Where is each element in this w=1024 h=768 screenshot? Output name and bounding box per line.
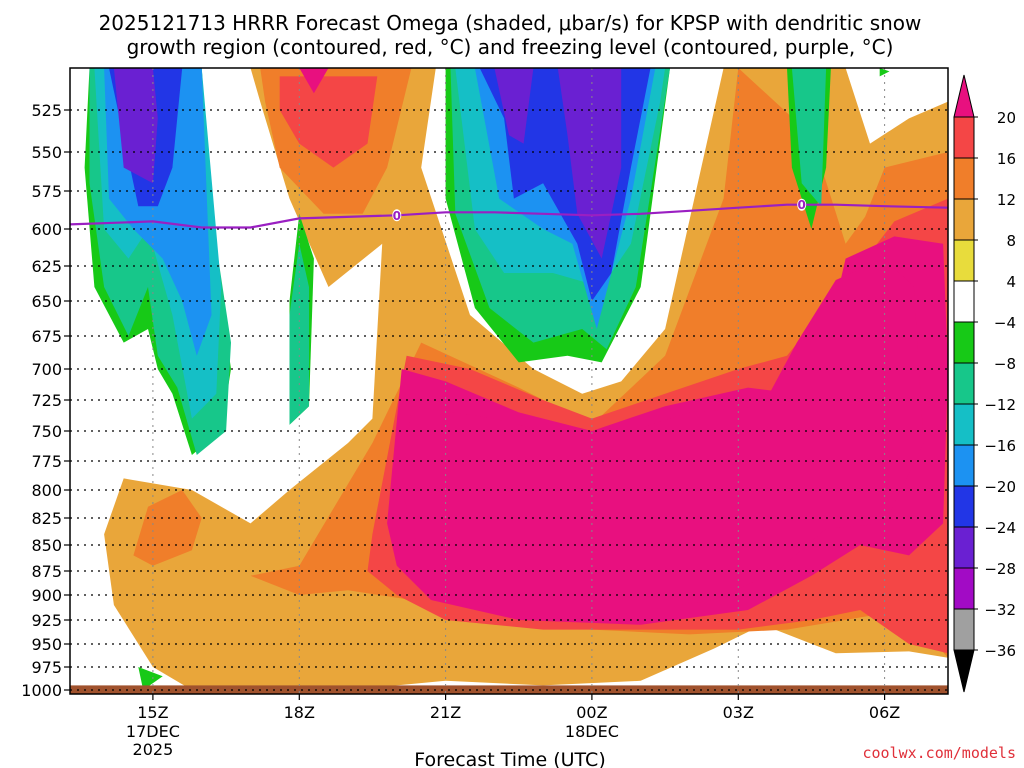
freezing-level-label-1: 0 [798, 198, 806, 212]
y-tick-label-950: 950 [31, 635, 62, 654]
y-tick-label-900: 900 [31, 586, 62, 605]
colorbar-swatch-12 [953, 567, 975, 610]
x-tick-label-00Z: 00Z [576, 703, 607, 722]
omega-region-4 [279, 76, 378, 168]
omega-region-1 [133, 490, 202, 566]
y-tick-label-675: 675 [31, 327, 62, 346]
colorbar-label-10: −24 [984, 519, 1016, 537]
y-tick-label-600: 600 [31, 220, 62, 239]
colorbar-swatch-6 [953, 321, 975, 364]
colorbar-label-1: 16 [997, 150, 1016, 168]
colorbar: 20 16 12 8 4 −4 −8 −12 −16 −20 −24 −28 −32 −36 [953, 74, 1016, 693]
colorbar-swatch-13 [953, 608, 975, 651]
y-tick-label-575: 575 [31, 182, 62, 201]
colorbar-swatch-8 [953, 403, 975, 446]
chart-title-line-1: 2025121713 HRRR Forecast Omega (shaded, … [99, 11, 922, 35]
y-tick-label-700: 700 [31, 360, 62, 379]
omega-region-26 [494, 68, 534, 144]
x-tick-label-21Z: 21Z [430, 703, 461, 722]
x-tick-sublabel-2025: 2025 [133, 740, 174, 759]
x-tick-sublabel-18DEC: 18DEC [565, 722, 619, 741]
y-tick-label-875: 875 [31, 562, 62, 581]
colorbar-label-0: 20 [997, 109, 1016, 127]
colorbar-label-9: −20 [984, 478, 1016, 496]
x-axis-label: Forecast Time (UTC) [414, 749, 605, 768]
omega-region-11 [138, 667, 163, 690]
omega-region-25 [113, 68, 158, 184]
x-tick-label-06Z: 06Z [869, 703, 900, 722]
plot-frame [69, 67, 949, 695]
y-tick-label-750: 750 [31, 422, 62, 441]
colorbar-swatch-11 [953, 526, 975, 569]
colorbar-label-7: −12 [984, 396, 1016, 414]
omega-shaded-field [84, 68, 948, 690]
colorbar-label-3: 8 [1006, 232, 1016, 250]
colorbar-label-8: −16 [984, 437, 1016, 455]
colorbar-label-11: −28 [984, 560, 1016, 578]
y-tick-label-800: 800 [31, 481, 62, 500]
x-tick-sublabel-17DEC: 17DEC [126, 722, 180, 741]
freezing-level-label-0: 0 [393, 209, 401, 223]
y-tick-label-550: 550 [31, 143, 62, 162]
colorbar-label-6: −8 [994, 355, 1016, 373]
y-tick-label-650: 650 [31, 292, 62, 311]
terrain-strip [70, 685, 948, 694]
freezing-level-layer: 00 [70, 198, 948, 229]
colorbar-swatch-9 [953, 444, 975, 487]
x-tick-label-18Z: 18Z [284, 703, 315, 722]
colorbar-label-12: −32 [984, 601, 1016, 619]
y-tick-label-625: 625 [31, 257, 62, 276]
y-tick-label-825: 825 [31, 509, 62, 528]
y-axis: 525 550 575 600 625 650 675 700 725 750 775 800 825 8… [21, 101, 70, 700]
freezing-level-label-bg-1 [797, 198, 807, 211]
x-tick-label-15Z: 15Z [137, 703, 168, 722]
credit-text: coolwx.com/models [862, 744, 1016, 762]
colorbar-swatch-4 [953, 239, 975, 282]
y-tick-label-725: 725 [31, 391, 62, 410]
omega-region-8 [299, 68, 329, 94]
colorbar-swatch-10 [953, 485, 975, 528]
chart-title-line-2: growth region (contoured, red, °C) and f… [127, 35, 894, 59]
omega-region-27 [557, 68, 622, 259]
colorbar-label-4: 4 [1006, 273, 1016, 291]
colorbar-label-2: 12 [997, 191, 1016, 209]
colorbar-swatch-14 [953, 649, 975, 693]
y-tick-label-975: 975 [31, 658, 62, 677]
colorbar-swatch-5 [953, 280, 975, 323]
y-tick-label-925: 925 [31, 611, 62, 630]
colorbar-label-5: −4 [994, 314, 1016, 332]
colorbar-swatch-7 [953, 362, 975, 405]
colorbar-label-13: −36 [984, 642, 1016, 660]
colorbar-swatch-2 [953, 157, 975, 200]
omega-region-18 [791, 68, 827, 207]
y-tick-label-850: 850 [31, 536, 62, 555]
x-tick-label-03Z: 03Z [723, 703, 754, 722]
y-tick-label-525: 525 [31, 101, 62, 120]
y-tick-label-1000: 1000 [21, 681, 62, 700]
y-tick-label-775: 775 [31, 452, 62, 471]
terrain-layer [70, 685, 948, 694]
freezing-level-label-bg-0 [392, 209, 402, 222]
omega-region-14 [879, 68, 890, 77]
colorbar-swatch-3 [953, 198, 975, 241]
omega-region-7 [401, 258, 924, 615]
colorbar-swatch-1 [953, 116, 975, 159]
